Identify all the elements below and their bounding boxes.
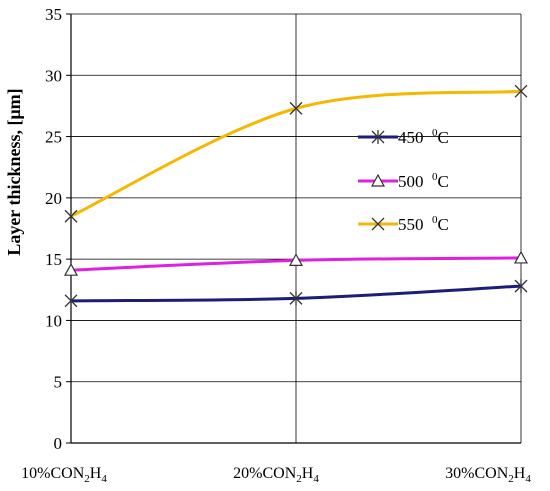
y-tick-label: 0 [54,434,63,453]
x-axis-categories: 10%CON2H4 20%CON2H4 30%CON2H4 [21,465,531,485]
data-point-550 [289,101,303,115]
data-point-450 [64,293,78,308]
legend-label: 500 0C [398,171,449,191]
data-point-500 [63,262,79,276]
data-point-500 [513,250,529,264]
y-tick-label: 30 [45,66,62,85]
x-category-label: 10%CON2H4 [21,465,107,485]
legend-marker [370,173,386,187]
data-point-550 [514,84,528,98]
y-axis-ticks: 0 5 10 15 20 25 30 35 [45,5,62,453]
data-point-450 [514,279,528,294]
series-group [63,84,529,308]
y-tick-label: 35 [45,5,62,24]
y-tick-label: 10 [45,311,62,330]
y-axis-label: Layer thickness, [μm] [4,88,24,255]
legend-label: 550 0C [398,214,449,234]
legend-label: 450 0C [398,127,449,147]
grid [66,13,522,444]
y-tick-label: 5 [54,373,63,392]
data-point-450 [289,291,303,306]
data-point-550 [64,209,78,223]
y-tick-label: 25 [45,128,62,147]
y-tick-label: 20 [45,189,62,208]
y-tick-label: 15 [45,250,62,269]
legend-marker [371,130,385,144]
x-category-label: 20%CON2H4 [233,465,319,485]
legend-marker [371,217,385,231]
legend: 450 0C 500 0C 550 0C [358,127,449,234]
x-category-label: 30%CON2H4 [445,465,531,485]
data-point-500 [288,253,304,266]
